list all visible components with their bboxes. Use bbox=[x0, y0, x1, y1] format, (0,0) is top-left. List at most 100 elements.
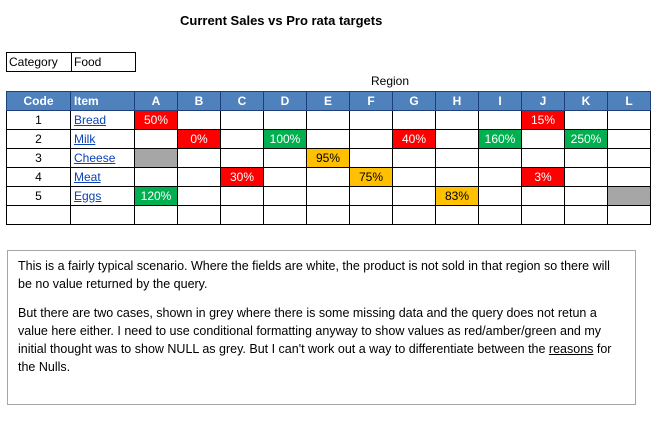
value-cell bbox=[263, 186, 307, 206]
empty-cell bbox=[564, 205, 608, 225]
table-row: 1 Bread 50% 15% bbox=[6, 110, 651, 130]
empty-cell bbox=[177, 205, 221, 225]
item-link[interactable]: Cheese bbox=[74, 151, 116, 165]
item-cell: Cheese bbox=[70, 148, 135, 168]
value-cell bbox=[349, 110, 393, 130]
value-cell bbox=[607, 129, 651, 149]
value-cell: 3% bbox=[521, 167, 565, 187]
item-cell: Eggs bbox=[70, 186, 135, 206]
value-cell: 0% bbox=[177, 129, 221, 149]
note-paragraph-2: But there are two cases, shown in grey w… bbox=[18, 304, 625, 376]
value-cell bbox=[521, 148, 565, 168]
value-cell: 75% bbox=[349, 167, 393, 187]
value-cell bbox=[478, 186, 522, 206]
table-row: 5 Eggs 120% 83% bbox=[6, 186, 651, 206]
value-cell bbox=[263, 167, 307, 187]
empty-cell bbox=[263, 205, 307, 225]
code-cell: 3 bbox=[6, 148, 71, 168]
value-cell: 40% bbox=[392, 129, 436, 149]
value-cell bbox=[177, 148, 221, 168]
header-code: Code bbox=[6, 91, 71, 111]
empty-cell bbox=[220, 205, 264, 225]
value-cell: 83% bbox=[435, 186, 479, 206]
value-cell bbox=[607, 167, 651, 187]
header-region-b: B bbox=[177, 91, 221, 111]
note-text-end: for the Nulls. bbox=[18, 342, 612, 374]
value-cell bbox=[521, 186, 565, 206]
empty-cell bbox=[392, 205, 436, 225]
item-cell: Bread bbox=[70, 110, 135, 130]
value-cell bbox=[392, 148, 436, 168]
header-region-g: G bbox=[392, 91, 436, 111]
note-underlined-word: reasons bbox=[548, 342, 594, 356]
empty-cell bbox=[349, 205, 393, 225]
empty-cell bbox=[70, 205, 135, 225]
table-row: 4 Meat 30% 75% 3% bbox=[6, 167, 651, 187]
value-cell bbox=[607, 110, 651, 130]
note-paragraph-1: This is a fairly typical scenario. Where… bbox=[18, 259, 610, 291]
item-link[interactable]: Bread bbox=[74, 113, 107, 127]
empty-row bbox=[6, 205, 651, 225]
code-cell: 4 bbox=[6, 167, 71, 187]
value-cell bbox=[435, 110, 479, 130]
header-region-c: C bbox=[220, 91, 264, 111]
item-link[interactable]: Meat bbox=[74, 170, 101, 184]
value-cell bbox=[306, 167, 350, 187]
empty-cell bbox=[607, 205, 651, 225]
value-cell bbox=[564, 186, 608, 206]
value-cell bbox=[263, 148, 307, 168]
value-cell bbox=[564, 110, 608, 130]
value-cell bbox=[392, 167, 436, 187]
item-cell: Milk bbox=[70, 129, 135, 149]
header-region-e: E bbox=[306, 91, 350, 111]
value-cell bbox=[306, 186, 350, 206]
header-region-l: L bbox=[607, 91, 651, 111]
item-link[interactable]: Milk bbox=[74, 132, 96, 146]
note-text: But there are two cases, shown in grey w… bbox=[18, 306, 601, 356]
empty-cell bbox=[6, 205, 71, 225]
value-cell: 100% bbox=[263, 129, 307, 149]
value-cell bbox=[177, 167, 221, 187]
value-cell bbox=[349, 186, 393, 206]
header-region-i: I bbox=[478, 91, 522, 111]
value-cell: 120% bbox=[134, 186, 178, 206]
value-cell bbox=[220, 148, 264, 168]
value-cell bbox=[177, 110, 221, 130]
value-cell bbox=[478, 110, 522, 130]
value-cell bbox=[392, 186, 436, 206]
value-cell bbox=[220, 186, 264, 206]
code-cell: 1 bbox=[6, 110, 71, 130]
value-cell: 50% bbox=[134, 110, 178, 130]
value-cell bbox=[392, 110, 436, 130]
empty-cell bbox=[435, 205, 479, 225]
item-link[interactable]: Eggs bbox=[74, 189, 102, 203]
header-region-d: D bbox=[263, 91, 307, 111]
value-cell bbox=[564, 148, 608, 168]
category-value[interactable]: Food bbox=[71, 52, 136, 72]
value-cell bbox=[478, 148, 522, 168]
category-label: Category bbox=[6, 52, 72, 72]
value-cell bbox=[306, 129, 350, 149]
value-cell: 15% bbox=[521, 110, 565, 130]
code-cell: 2 bbox=[6, 129, 71, 149]
value-cell bbox=[306, 110, 350, 130]
value-cell bbox=[134, 148, 178, 168]
value-cell bbox=[220, 129, 264, 149]
value-cell bbox=[263, 110, 307, 130]
value-cell bbox=[349, 148, 393, 168]
value-cell bbox=[220, 110, 264, 130]
header-region-f: F bbox=[349, 91, 393, 111]
value-cell bbox=[177, 186, 221, 206]
value-cell bbox=[564, 167, 608, 187]
empty-cell bbox=[134, 205, 178, 225]
value-cell bbox=[134, 167, 178, 187]
table-row: 2 Milk 0% 100% 40% 160% 250% bbox=[6, 129, 651, 149]
value-cell: 95% bbox=[306, 148, 350, 168]
value-cell: 160% bbox=[478, 129, 522, 149]
page-title: Current Sales vs Pro rata targets bbox=[180, 13, 383, 28]
note-textbox: This is a fairly typical scenario. Where… bbox=[7, 250, 636, 405]
category-table: Category Food bbox=[6, 52, 136, 72]
value-cell bbox=[478, 167, 522, 187]
value-cell: 30% bbox=[220, 167, 264, 187]
